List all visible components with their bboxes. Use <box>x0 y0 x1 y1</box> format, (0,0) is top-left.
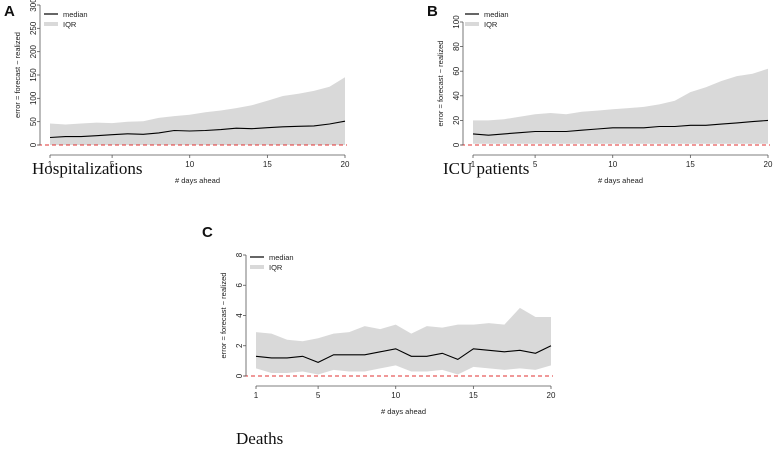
legend-median-label: median <box>63 10 88 19</box>
y-tick-label: 2 <box>235 343 244 348</box>
legend-median-label: median <box>269 253 294 262</box>
panel-letter: A <box>4 3 15 20</box>
x-axis-label: # days ahead <box>598 176 643 185</box>
x-tick-label: 5 <box>533 160 538 169</box>
iqr-band <box>50 77 345 145</box>
y-tick-label: 80 <box>452 42 461 51</box>
x-tick-label: 20 <box>764 160 773 169</box>
x-tick-label: 15 <box>686 160 695 169</box>
panel-title: Hospitalizations <box>32 159 142 178</box>
x-tick-label: 20 <box>547 391 556 400</box>
y-tick-label: 0 <box>29 142 38 147</box>
x-tick-label: 1 <box>471 160 476 169</box>
panel-title: Deaths <box>236 429 283 448</box>
x-tick-label: 1 <box>254 391 259 400</box>
x-axis-label: # days ahead <box>175 176 220 185</box>
legend-iqr-label: IQR <box>63 20 77 29</box>
y-axis-label: error = forecast − realized <box>219 273 228 359</box>
y-tick-label: 100 <box>452 15 461 29</box>
panel-title: ICU patients <box>443 159 529 178</box>
y-tick-label: 50 <box>29 117 38 126</box>
x-tick-label: 1 <box>48 160 53 169</box>
y-tick-label: 250 <box>29 21 38 35</box>
y-tick-label: 4 <box>235 313 244 318</box>
y-tick-label: 60 <box>452 66 461 75</box>
y-tick-label: 8 <box>235 252 244 257</box>
panel-letter: C <box>202 224 213 241</box>
y-tick-label: 100 <box>29 91 38 105</box>
x-tick-label: 10 <box>185 160 194 169</box>
x-tick-label: 20 <box>341 160 350 169</box>
y-axis-label: error = forecast − realized <box>13 32 22 118</box>
median-line <box>49 120 346 139</box>
y-tick-label: 40 <box>452 91 461 100</box>
legend-iqr-label: IQR <box>269 263 283 272</box>
x-tick-label: 5 <box>110 160 115 169</box>
median-line <box>472 119 769 136</box>
y-tick-label: 0 <box>235 373 244 378</box>
legend-iqr-label: IQR <box>484 20 498 29</box>
x-tick-label: 10 <box>391 391 400 400</box>
y-tick-label: 0 <box>452 142 461 147</box>
legend-median-label: median <box>484 10 509 19</box>
y-axis-label: error = forecast − realized <box>436 41 445 127</box>
iqr-band <box>256 307 551 375</box>
x-tick-label: 15 <box>263 160 272 169</box>
y-tick-label: 200 <box>29 44 38 58</box>
median-line <box>255 345 552 364</box>
x-tick-label: 10 <box>608 160 617 169</box>
x-tick-label: 5 <box>316 391 321 400</box>
y-tick-label: 6 <box>235 282 244 287</box>
y-tick-label: 300 <box>29 0 38 12</box>
x-tick-label: 15 <box>469 391 478 400</box>
y-tick-label: 20 <box>452 115 461 124</box>
y-tick-label: 150 <box>29 68 38 82</box>
panel-letter: B <box>427 3 438 20</box>
x-axis-label: # days ahead <box>381 407 426 416</box>
